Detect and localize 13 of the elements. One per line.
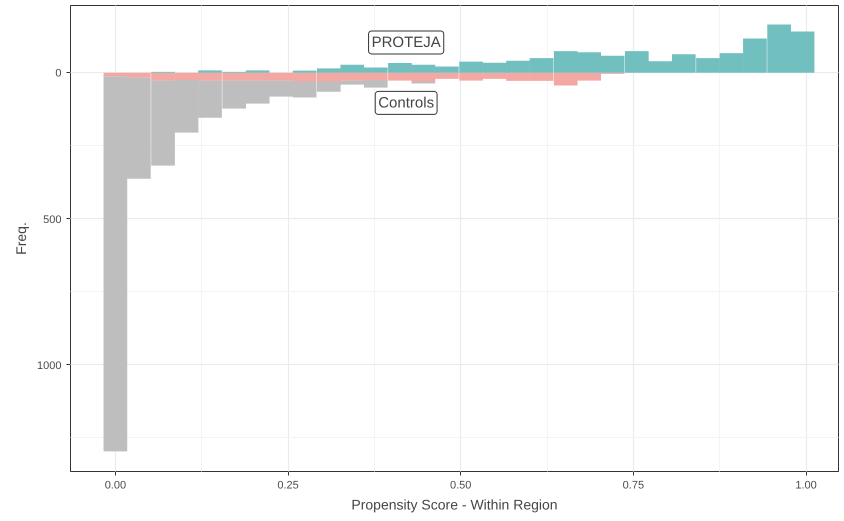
x-axis-title: Propensity Score - Within Region [351, 496, 558, 512]
x-tick-label: 0.25 [277, 480, 299, 492]
series-label: Controls [378, 94, 434, 112]
y-tick-label: 500 [43, 214, 62, 226]
x-tick-label: 1.00 [795, 480, 817, 492]
series-label: PROTEJA [372, 34, 441, 51]
y-axis-title: Freq. [13, 222, 30, 255]
bar [412, 81, 436, 84]
x-tick-label: 0.00 [104, 480, 126, 492]
x-tick-label: 0.50 [450, 480, 472, 492]
x-tick-label: 0.75 [622, 480, 644, 492]
y-tick-label: 0 [55, 68, 62, 80]
y-tick-label: 1000 [37, 360, 62, 372]
